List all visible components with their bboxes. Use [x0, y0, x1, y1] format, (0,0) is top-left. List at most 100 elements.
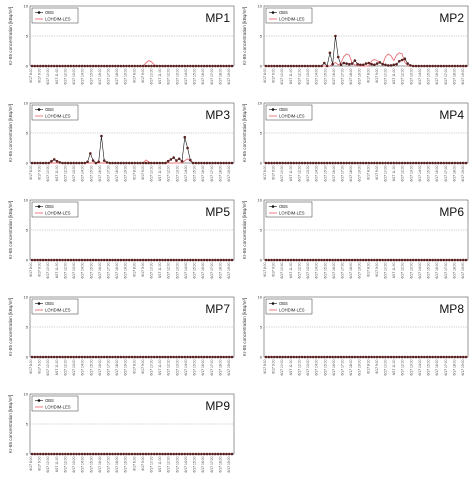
obs-point — [39, 64, 42, 68]
legend — [265, 298, 313, 315]
y-tick-label: 0 — [26, 451, 29, 456]
obs-point — [61, 161, 64, 165]
obs-point — [77, 258, 81, 262]
obs-point — [64, 161, 67, 165]
obs-point — [423, 355, 426, 359]
x-tick-label: 6/17 12:00 — [167, 68, 171, 84]
x-tick-label: 6/17 12:00 — [167, 262, 171, 278]
obs-point — [306, 64, 309, 68]
obs-point — [417, 161, 421, 165]
obs-point — [378, 355, 382, 359]
obs-point — [414, 355, 418, 359]
obs-point — [125, 161, 128, 165]
obs-point — [345, 355, 348, 359]
x-tick-label: 6/17 13:00 — [72, 262, 76, 278]
obs-point — [177, 258, 181, 262]
obs-point — [417, 64, 421, 68]
obs-point — [155, 258, 159, 262]
x-tick-label: 6/17 13:00 — [72, 165, 76, 181]
x-tick-label: 6/17 14:00 — [184, 262, 188, 278]
x-tick-label: 6/17 9:00 — [272, 359, 276, 373]
obs-point — [130, 258, 134, 262]
obs-point — [436, 258, 440, 262]
chart-panel-mp4: 0 5 10 Kr-85 concentration [kBq/m³] 6/17 8:0… — [242, 100, 469, 182]
obs-point — [436, 355, 440, 359]
obs-point — [284, 258, 287, 262]
obs-point — [389, 161, 393, 165]
obs-point — [459, 161, 462, 165]
obs-point — [411, 355, 415, 359]
obs-point — [200, 258, 203, 262]
obs-point — [339, 161, 343, 165]
obs-point — [464, 64, 468, 68]
obs-point — [398, 258, 401, 262]
obs-point — [317, 161, 321, 165]
x-tick-label: 6/17 10:00 — [150, 456, 154, 472]
obs-point — [41, 64, 45, 68]
obs-point — [180, 355, 184, 359]
obs-point — [292, 355, 296, 359]
obs-point — [111, 355, 114, 359]
obs-point — [214, 355, 217, 359]
obs-point — [52, 258, 56, 262]
obs-point — [141, 258, 145, 262]
obs-point — [425, 64, 429, 68]
obs-point — [403, 258, 407, 262]
obs-point — [423, 161, 426, 165]
obs-point — [208, 64, 212, 68]
y-tick-label: 0 — [260, 257, 263, 262]
obs-point — [389, 64, 393, 67]
obs-point — [114, 64, 117, 68]
x-tick-label: 6/17 15:00 — [89, 165, 93, 181]
obs-point — [119, 64, 123, 68]
x-tick-label: 6/17 18:00 — [349, 262, 353, 278]
obs-point — [52, 355, 56, 359]
obs-point — [58, 355, 62, 359]
x-tick-label: 6/17 16:00 — [98, 359, 102, 375]
x-tick-label: 6/17 15:00 — [427, 165, 431, 181]
obs-point — [281, 64, 284, 68]
obs-point — [425, 161, 429, 165]
legend-label-obs: OBS — [45, 398, 54, 403]
obs-point — [197, 64, 200, 68]
obs-point — [177, 64, 181, 68]
obs-point — [219, 161, 223, 165]
y-tick-label: 0 — [260, 160, 263, 165]
obs-point — [222, 355, 225, 359]
x-tick-label: 6/17 16:00 — [332, 262, 336, 278]
obs-point — [445, 64, 448, 68]
obs-point — [364, 161, 368, 165]
obs-point — [442, 355, 446, 359]
obs-point — [295, 258, 298, 262]
obs-point — [36, 161, 39, 165]
obs-point — [342, 355, 346, 359]
x-tick-label: 6/17 17:00 — [210, 165, 214, 181]
obs-point — [77, 355, 81, 359]
x-tick-label: 6/17 18:00 — [115, 359, 119, 375]
obs-point — [44, 64, 48, 68]
obs-point — [392, 161, 396, 165]
obs-point — [44, 355, 48, 359]
obs-point — [169, 355, 173, 359]
obs-point — [428, 161, 432, 165]
obs-point — [114, 355, 117, 359]
obs-point — [89, 452, 92, 456]
obs-point — [211, 452, 214, 456]
obs-point — [227, 258, 231, 262]
x-tick-label: 6/17 17:00 — [106, 456, 110, 472]
legend-marker-obs — [37, 11, 41, 14]
obs-point — [30, 355, 34, 359]
x-tick-label: 6/17 12:00 — [63, 165, 67, 181]
obs-point — [116, 161, 120, 165]
obs-point — [298, 355, 301, 359]
obs-point — [111, 64, 114, 68]
x-tick-label: 6/17 12:00 — [401, 68, 405, 84]
obs-point — [86, 258, 89, 262]
panel-title: MP8 — [439, 302, 464, 316]
obs-point — [295, 161, 298, 165]
obs-point — [314, 64, 318, 68]
obs-point — [461, 258, 465, 262]
obs-point — [381, 161, 384, 165]
obs-point — [119, 355, 123, 359]
obs-point — [150, 452, 153, 456]
